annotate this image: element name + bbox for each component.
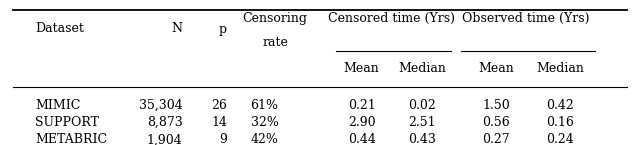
Text: 2.90: 2.90	[348, 116, 376, 129]
Text: 1,904: 1,904	[147, 133, 182, 145]
Text: 0.02: 0.02	[408, 99, 436, 112]
Text: 0.44: 0.44	[348, 133, 376, 145]
Text: 0.21: 0.21	[348, 99, 376, 112]
Text: 35,304: 35,304	[139, 99, 182, 112]
Text: 2.51: 2.51	[408, 116, 436, 129]
Text: 9: 9	[220, 133, 227, 145]
Text: METABRIC: METABRIC	[35, 133, 108, 145]
Text: 0.24: 0.24	[546, 133, 574, 145]
Text: Censored time (Yrs): Censored time (Yrs)	[328, 12, 455, 25]
Text: 0.27: 0.27	[482, 133, 510, 145]
Text: 14: 14	[211, 116, 227, 129]
Text: N: N	[172, 22, 182, 36]
Text: 32%: 32%	[250, 116, 278, 129]
Text: 26: 26	[211, 99, 227, 112]
Text: 61%: 61%	[250, 99, 278, 112]
Text: SUPPORT: SUPPORT	[35, 116, 99, 129]
Text: rate: rate	[262, 36, 288, 49]
Text: 1.50: 1.50	[482, 99, 510, 112]
Text: Median: Median	[536, 62, 584, 75]
Text: Mean: Mean	[344, 62, 380, 75]
Text: MIMIC: MIMIC	[35, 99, 81, 112]
Text: Median: Median	[399, 62, 446, 75]
Text: Censoring: Censoring	[243, 12, 308, 25]
Text: 42%: 42%	[250, 133, 278, 145]
Text: 0.56: 0.56	[482, 116, 510, 129]
Text: Observed time (Yrs): Observed time (Yrs)	[462, 12, 590, 25]
Text: Mean: Mean	[478, 62, 514, 75]
Text: 8,873: 8,873	[147, 116, 182, 129]
Text: 0.16: 0.16	[546, 116, 574, 129]
Text: 0.43: 0.43	[408, 133, 436, 145]
Text: Dataset: Dataset	[35, 22, 84, 36]
Text: p: p	[219, 22, 227, 36]
Text: 0.42: 0.42	[546, 99, 574, 112]
